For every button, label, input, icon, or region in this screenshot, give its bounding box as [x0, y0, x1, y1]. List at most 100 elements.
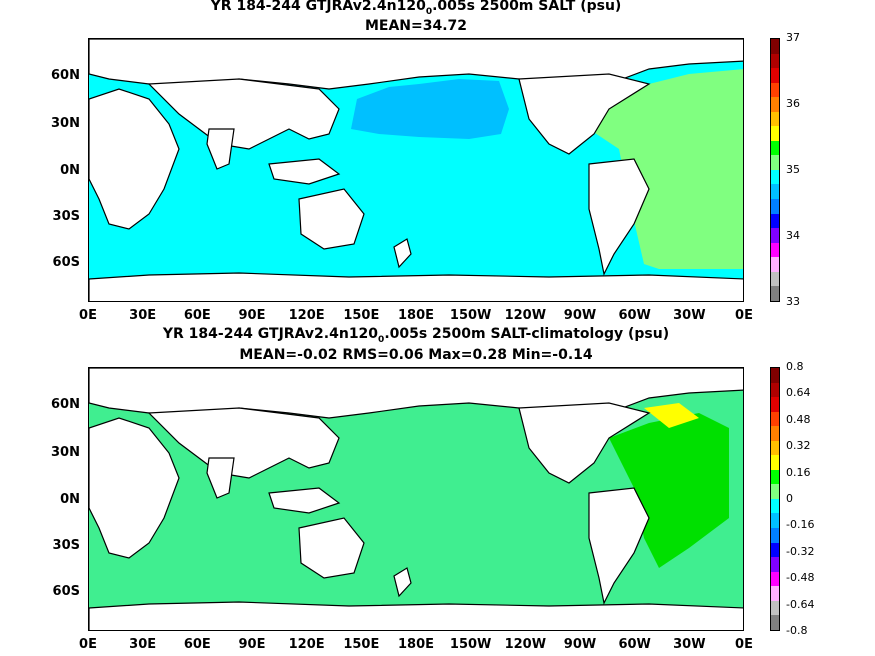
lat-label: 30N: [51, 116, 80, 131]
lon-label: 150E: [343, 637, 380, 652]
lon-label: 120E: [288, 637, 325, 652]
colorbar-label: 35: [786, 163, 800, 176]
colorbar-swatch: [771, 513, 779, 529]
top-map: [88, 38, 744, 302]
colorbar-swatch: [771, 440, 779, 456]
bottom-title: YR 184-244 GTJRAv2.4n1200.005s 2500m SAL…: [88, 326, 744, 345]
colorbar-swatch: [771, 615, 779, 630]
colorbar-label: 0.32: [786, 439, 811, 453]
land-masses: [89, 39, 743, 301]
lon-label: 120W: [504, 308, 547, 323]
colorbar-swatch: [771, 39, 779, 54]
bottom-map: [88, 367, 744, 631]
lon-label: 30E: [129, 637, 157, 652]
colorbar-swatch: [771, 397, 779, 412]
colorbar-swatch: [771, 97, 779, 112]
colorbar-swatch: [771, 126, 779, 141]
colorbar-swatch: [771, 586, 779, 601]
top-title-subscript: 0: [425, 6, 433, 17]
lon-label: 0E: [79, 308, 97, 323]
lat-label: 30S: [52, 209, 80, 224]
lon-label: 150W: [449, 308, 492, 323]
lon-label: 0E: [735, 637, 753, 652]
top-title: YR 184-244 GTJRAv2.4n1200.005s 2500m SAL…: [88, 0, 744, 17]
colorbar-swatch: [771, 528, 779, 543]
newzealand-land-bottom: [393, 567, 412, 598]
africa-land-bottom: [89, 417, 180, 559]
india-land-bottom: [206, 457, 235, 499]
south-america-land-bottom: [588, 487, 650, 605]
colorbar-label: 0.8: [786, 360, 804, 373]
indonesia-land: [268, 158, 341, 185]
lat-label: 60N: [51, 397, 80, 412]
eurasia-land: [147, 78, 340, 150]
colorbar-swatch: [771, 469, 779, 485]
atlantic-region: [589, 69, 743, 279]
top-colorbar: [770, 38, 780, 302]
australia-land: [298, 188, 365, 250]
lon-label: 90E: [238, 308, 266, 323]
colorbar-swatch: [771, 140, 779, 156]
lon-label: 180E: [397, 308, 435, 323]
top-stats: MEAN=34.72: [364, 18, 468, 34]
colorbar-swatch: [771, 111, 779, 127]
lon-label: 30W: [673, 308, 706, 323]
lat-label: 60S: [52, 255, 80, 270]
lon-label: 90W: [563, 637, 597, 652]
north-pacific-region: [351, 79, 509, 139]
bottom-stats: MEAN=-0.02 RMS=0.06 Max=0.28 Min=-0.14: [239, 347, 593, 363]
colorbar-swatch: [771, 368, 779, 383]
lat-label: 60S: [52, 584, 80, 599]
north-america-land: [518, 73, 651, 155]
colorbar-label: -0.48: [786, 571, 815, 585]
colorbar-swatch: [771, 557, 779, 572]
lat-label: 0N: [60, 492, 80, 507]
colorbar-swatch: [771, 411, 779, 427]
bottom-title-main: YR 184-244 GTJRAv2.4n120: [162, 326, 379, 342]
land-masses-bottom: [89, 368, 743, 630]
lon-label: 120W: [504, 637, 547, 652]
colorbar-swatch: [771, 571, 779, 587]
antarctica-land-bottom: [89, 601, 743, 630]
colorbar-swatch: [771, 242, 779, 258]
colorbar-swatch: [771, 426, 779, 441]
top-title-suffix: .005s 2500m SALT (psu): [432, 0, 622, 14]
colorbar-swatch: [771, 257, 779, 272]
colorbar-swatch: [771, 213, 779, 229]
bottom-title-subscript: 0: [378, 334, 385, 345]
colorbar-swatch: [771, 169, 779, 185]
indonesia-land-bottom: [268, 487, 341, 514]
colorbar-swatch: [771, 455, 779, 470]
lon-label: 60E: [183, 308, 211, 323]
colorbar-label: 0.48: [786, 412, 811, 426]
labrador-anomaly-region: [644, 403, 699, 428]
colorbar-swatch: [771, 184, 779, 200]
africa-land: [89, 88, 180, 230]
bottom-map-svg: [89, 368, 743, 630]
colorbar-swatch: [771, 199, 779, 214]
colorbar-label: -0.32: [786, 544, 815, 558]
colorbar-swatch: [771, 600, 779, 616]
colorbar-swatch: [771, 271, 779, 287]
top-map-svg: [89, 39, 743, 301]
lon-label: 150W: [449, 637, 492, 652]
lat-label: 0N: [60, 163, 80, 178]
colorbar-label: 0.64: [786, 386, 811, 400]
colorbar-swatch: [771, 68, 779, 83]
bottom-colorbar: [770, 367, 780, 631]
colorbar-swatch: [771, 155, 779, 170]
lon-label: 30E: [129, 308, 157, 323]
lon-label: 120E: [288, 308, 325, 323]
newzealand-land: [393, 238, 412, 269]
lon-label: 90E: [238, 637, 266, 652]
colorbar-label: 37: [786, 31, 800, 44]
colorbar-swatch: [771, 382, 779, 398]
colorbar-label: 33: [786, 295, 800, 308]
colorbar-label: 34: [786, 229, 800, 242]
colorbar-swatch: [771, 53, 779, 69]
lon-label: 60W: [618, 637, 651, 652]
south-america-land: [588, 158, 650, 276]
lon-label: 60E: [183, 637, 211, 652]
lat-label: 60N: [51, 68, 80, 83]
australia-land-bottom: [298, 517, 365, 579]
